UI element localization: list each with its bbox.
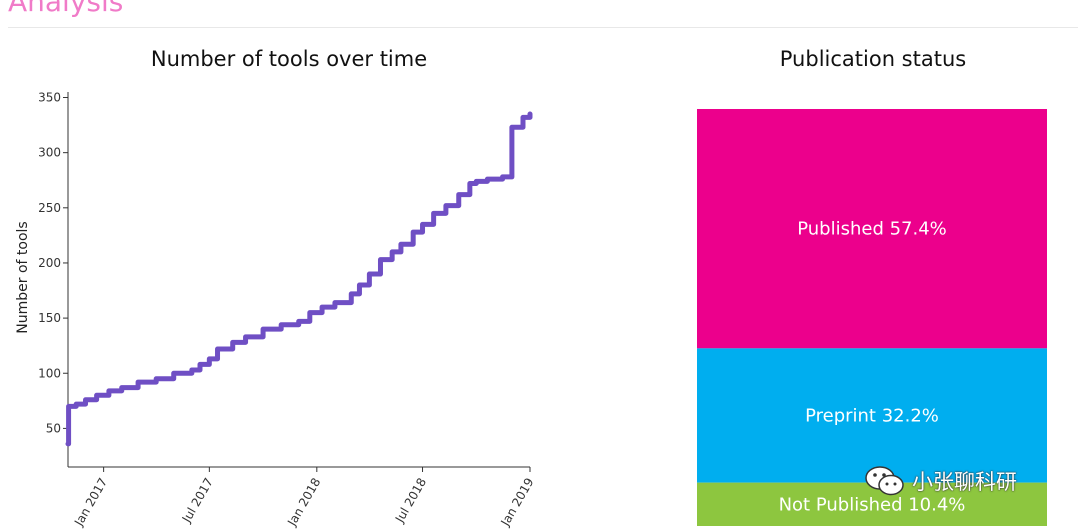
status-segment-label-1: Preprint 32.2% (805, 405, 939, 426)
section-title: Analysis (8, 0, 124, 18)
y-tick-label: 150 (38, 311, 61, 325)
tools-series-line (65, 111, 533, 447)
y-axis-label: Number of tools (15, 221, 31, 333)
status-segment-label-0: Published 57.4% (797, 219, 947, 240)
status-chart-title: Publication status (779, 47, 967, 71)
y-tick-label: 100 (38, 366, 61, 380)
y-tick-label: 200 (38, 256, 61, 270)
status-segment-1 (697, 348, 1047, 483)
y-tick-label: 50 (46, 421, 61, 435)
watermark-text: 小张聊科研 (912, 470, 1017, 494)
watermark: 小张聊科研 (864, 464, 1017, 498)
y-tick-label: 300 (38, 146, 61, 160)
wechat-icon (865, 466, 904, 496)
y-tick-label: 350 (38, 91, 61, 105)
status-segment-label-2: Not Published 10.4% (779, 494, 966, 515)
status-segment-0 (697, 109, 1047, 349)
section-divider (8, 27, 1078, 28)
status-segment-2 (697, 482, 1047, 526)
line-chart-title: Number of tools over time (150, 47, 428, 71)
y-tick-label: 250 (38, 201, 61, 215)
